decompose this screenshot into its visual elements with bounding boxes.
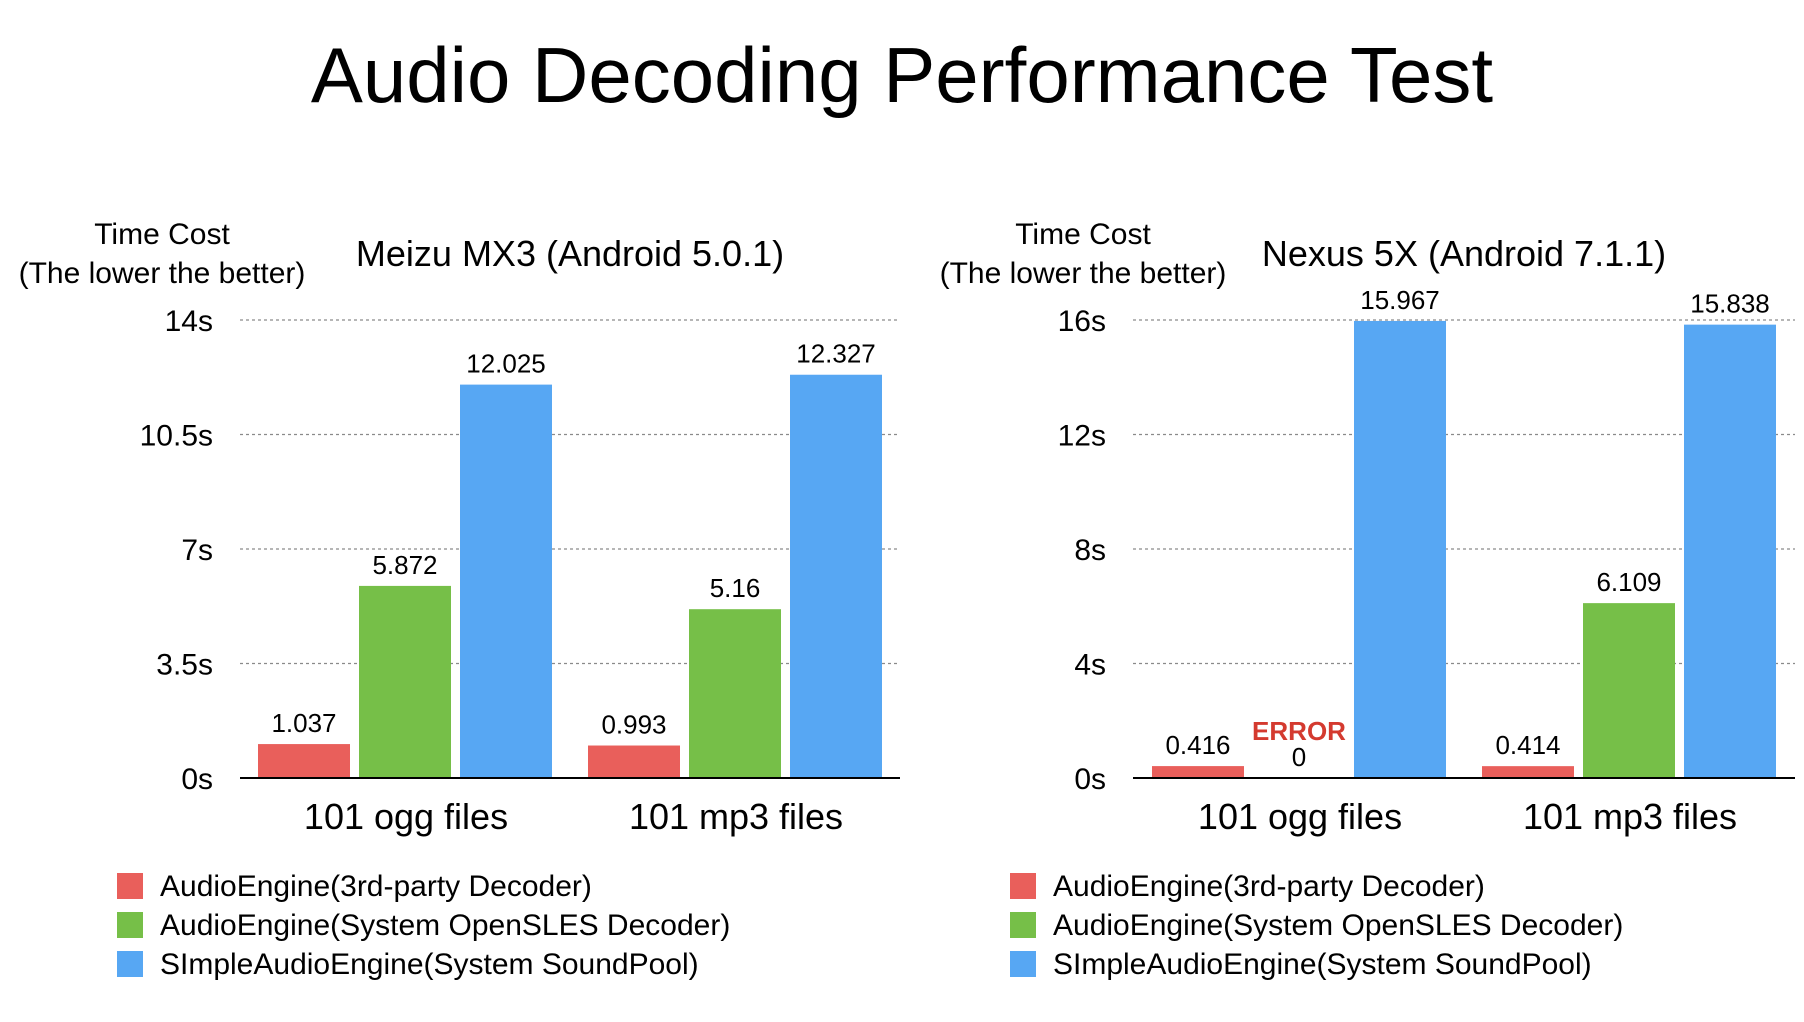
chart-0-category-label: 101 ogg files (304, 796, 508, 837)
chart-0-ytick-label: 3.5s (156, 649, 213, 682)
chart-0-data-label: 12.327 (796, 339, 876, 369)
chart-0-ylabel-line2: (The lower the better) (19, 257, 306, 290)
chart-1-data-label: 0.416 (1165, 730, 1230, 760)
chart-0-legend-label: AudioEngine(System OpenSLES Decoder) (160, 909, 730, 942)
chart-0-bar (689, 609, 781, 778)
chart-1-data-label: 15.967 (1360, 285, 1440, 315)
chart-0-bar (359, 585, 451, 778)
chart-1-ylabel-line1: Time Cost (1015, 218, 1151, 251)
chart-1-legend-label: AudioEngine(3rd-party Decoder) (1053, 870, 1485, 903)
chart-1-data-label: 0 (1292, 742, 1306, 772)
chart-0-legend-label: SImpleAudioEngine(System SoundPool) (160, 948, 699, 981)
chart-1-bar (1354, 320, 1446, 778)
chart-0-data-label: 5.16 (710, 573, 761, 603)
chart-0-bar (790, 374, 882, 778)
chart-1-data-label: 15.838 (1690, 289, 1770, 319)
chart-0-data-label: 5.872 (372, 550, 437, 580)
chart-1-legend-swatch (1010, 951, 1036, 977)
chart-0-legend-swatch (117, 912, 143, 938)
chart-0-data-label: 0.993 (601, 710, 666, 740)
chart-1-title: Nexus 5X (Android 7.1.1) (1262, 233, 1666, 274)
chart-1-ytick-label: 16s (1058, 305, 1106, 338)
chart-1-legend-label: SImpleAudioEngine(System SoundPool) (1053, 948, 1592, 981)
chart-1-bar (1583, 603, 1675, 778)
chart-1-category-label: 101 mp3 files (1523, 796, 1737, 837)
chart-1-legend-swatch (1010, 873, 1036, 899)
chart-1-bar (1152, 766, 1244, 778)
chart-0-ytick-label: 7s (181, 534, 213, 567)
page-title: Audio Decoding Performance Test (310, 31, 1494, 119)
chart-1-bar (1482, 766, 1574, 778)
chart-1-ytick-label: 4s (1074, 649, 1106, 682)
chart-1-bar (1684, 324, 1776, 778)
chart-0-title: Meizu MX3 (Android 5.0.1) (356, 233, 784, 274)
chart-1-data-label: 6.109 (1596, 567, 1661, 597)
chart-0-legend-swatch (117, 873, 143, 899)
chart-0-ytick-label: 10.5s (140, 420, 213, 453)
chart-0-legend-label: AudioEngine(3rd-party Decoder) (160, 870, 592, 903)
chart-1-data-label: 0.414 (1495, 730, 1560, 760)
chart-0-legend-swatch (117, 951, 143, 977)
chart-0-data-label: 12.025 (466, 349, 546, 379)
chart-0-bar (588, 745, 680, 778)
chart-0-ytick-label: 14s (165, 305, 213, 338)
chart-0-data-label: 1.037 (271, 708, 336, 738)
chart-0-bar (460, 384, 552, 778)
chart-1-error-note: ERROR (1252, 716, 1346, 746)
chart-1-ytick-label: 0s (1074, 763, 1106, 796)
chart-1-legend-swatch (1010, 912, 1036, 938)
chart-0-bar (258, 744, 350, 778)
chart-0-category-label: 101 mp3 files (629, 796, 843, 837)
chart-0-ylabel-line1: Time Cost (94, 218, 230, 251)
chart-1-ytick-label: 8s (1074, 534, 1106, 567)
chart-1-category-label: 101 ogg files (1198, 796, 1402, 837)
chart-1-legend-label: AudioEngine(System OpenSLES Decoder) (1053, 909, 1623, 942)
chart-0-ytick-label: 0s (181, 763, 213, 796)
chart-1-ylabel-line2: (The lower the better) (940, 257, 1227, 290)
chart-1-ytick-label: 12s (1058, 420, 1106, 453)
